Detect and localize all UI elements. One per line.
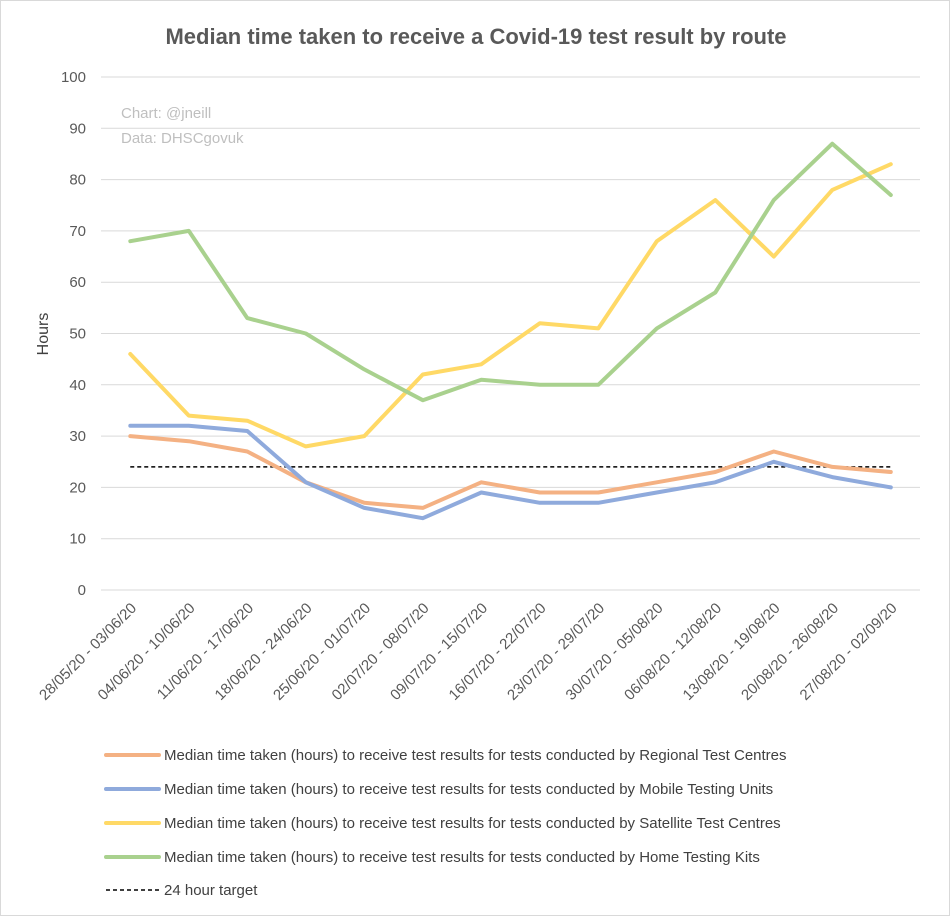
y-tick-label: 0 [78,582,86,599]
x-tick-label: 02/07/20 - 08/07/20 [329,600,433,704]
credit-text: Data: DHSCgovuk [121,130,244,147]
y-axis-label: Hours [35,313,52,356]
legend-label-target: 24 hour target [164,882,258,899]
y-tick-label: 80 [69,172,86,189]
gridlines [101,76,920,591]
x-tick-label: 23/07/20 - 29/07/20 [504,600,608,704]
legend-label: Median time taken (hours) to receive tes… [164,815,781,832]
x-tick-label: 28/05/20 - 03/06/20 [36,600,140,704]
x-tick-label: 25/06/20 - 01/07/20 [270,600,374,704]
series-line-2 [128,162,893,449]
y-tick-label: 10 [69,531,86,548]
y-tick-label: 50 [69,326,86,343]
credit-text: Chart: @jneill [121,105,211,122]
x-tick-label: 18/06/20 - 24/06/20 [212,600,316,704]
x-tick-label: 09/07/20 - 15/07/20 [387,600,491,704]
series-line-3 [128,141,893,403]
y-tick-label: 60 [69,274,86,291]
x-tick-label: 30/07/20 - 05/08/20 [563,600,667,704]
x-tick-label: 06/08/20 - 12/08/20 [621,600,725,704]
legend-label: Median time taken (hours) to receive tes… [164,747,787,764]
y-tick-label: 40 [69,377,86,394]
x-tick-label: 20/08/20 - 26/08/20 [738,600,842,704]
x-tick-label: 04/06/20 - 10/06/20 [95,600,199,704]
y-tick-label: 30 [69,428,86,445]
y-tick-label: 20 [69,479,86,496]
series-line-0 [128,434,893,510]
x-tick-label: 11/06/20 - 17/06/20 [154,600,257,703]
x-tick-label: 13/08/20 - 19/08/20 [680,600,784,704]
legend-label: Median time taken (hours) to receive tes… [164,849,760,866]
legend: Median time taken (hours) to receive tes… [104,747,787,899]
chart-title: Median time taken to receive a Covid-19 … [165,24,786,49]
legend-label: Median time taken (hours) to receive tes… [164,781,773,798]
y-axis-ticks: 0 10 20 30 40 50 60 70 80 90 100 [61,69,86,599]
y-tick-label: 100 [61,69,86,86]
x-tick-label: 16/07/20 - 22/07/20 [446,600,550,704]
chart-credits: Chart: @jneill Data: DHSCgovuk [121,105,244,147]
series-line-1 [128,423,893,521]
series-lines [128,141,893,521]
y-tick-label: 70 [69,223,86,240]
x-tick-label: 27/08/20 - 02/09/20 [797,600,901,704]
y-tick-label: 90 [69,120,86,137]
